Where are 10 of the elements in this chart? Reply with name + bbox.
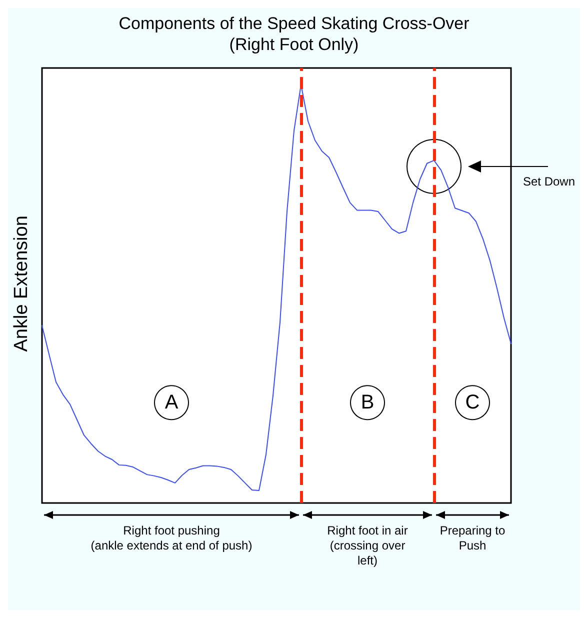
text: Right foot in air (crossing over left) [327, 524, 408, 568]
text: Set Down [523, 174, 576, 188]
y-axis-title: Ankle Extension [11, 215, 32, 352]
annotation: C [465, 392, 480, 414]
text: Right foot pushing (ankle extends at end of push) [90, 524, 252, 552]
chart-title: Components of the Speed Skating Cross-Over [118, 14, 470, 33]
chart-subtitle: (Right Foot Only) [229, 35, 359, 54]
annotation: B [360, 392, 374, 414]
annotation: A [164, 392, 179, 414]
text: Preparing to Push [440, 524, 506, 552]
